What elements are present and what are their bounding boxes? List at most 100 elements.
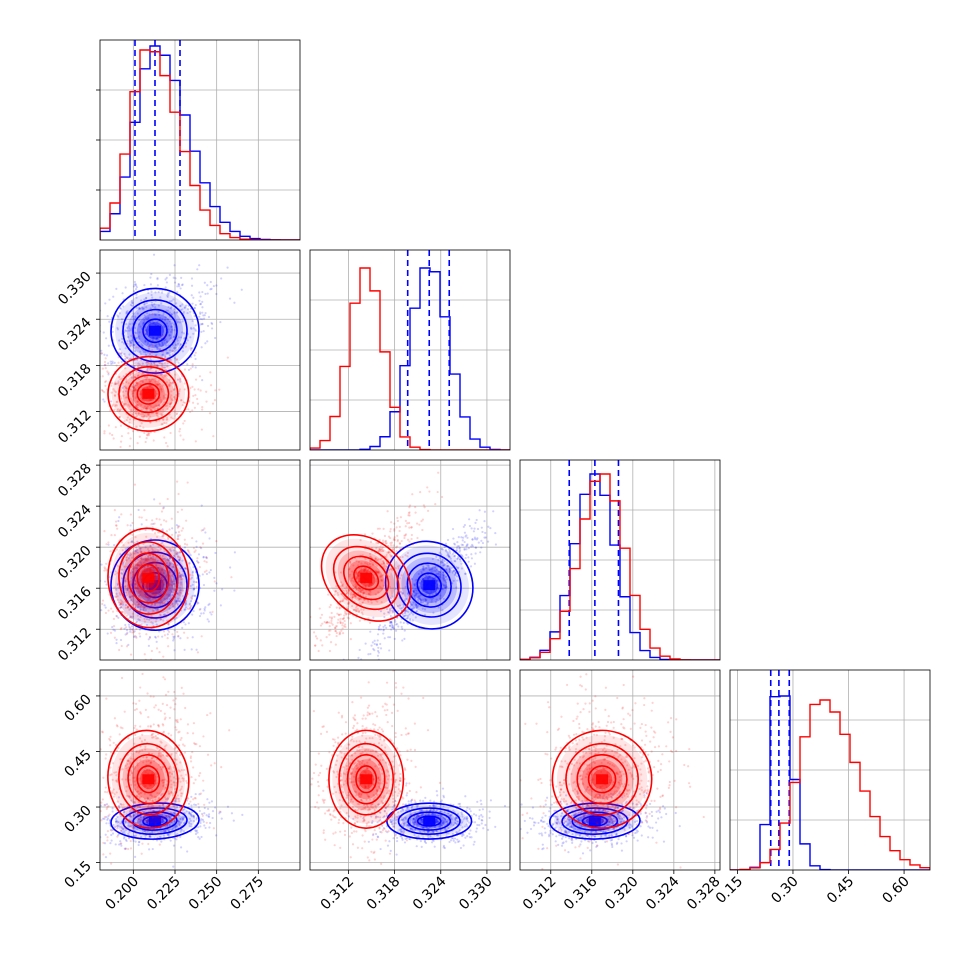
scatter-point [142,350,146,353]
scatter-point [382,562,385,566]
scatter-point [194,378,198,381]
scatter-point [364,595,367,598]
scatter-point [185,304,188,307]
scatter-point [153,394,157,398]
scatter-point [335,634,338,638]
scatter-point [93,563,95,565]
scatter-point [120,354,123,357]
scatter-point [147,347,151,350]
scatter-point [339,621,342,624]
scatter-point [394,587,397,590]
scatter-point [406,538,410,541]
scatter-point [139,792,142,795]
scatter-point [169,626,172,629]
scatter-point [357,564,360,567]
scatter-point [367,585,370,588]
scatter-point [145,617,149,621]
scatter-point [163,421,166,425]
scatter-point [141,733,144,736]
scatter-point [403,614,406,617]
scatter-point [394,623,398,626]
scatter-point [124,386,128,389]
scatter-point [185,543,189,546]
scatter-point [423,613,427,616]
scatter-point [438,556,442,560]
scatter-point [404,610,407,613]
scatter-point [398,541,401,545]
scatter-point [165,520,168,523]
scatter-point [152,387,155,390]
scatter-point [106,836,109,839]
scatter-point [149,544,152,548]
scatter-point [128,773,131,777]
scatter-point [161,601,164,604]
scatter-point [150,562,153,565]
scatter-point [422,589,425,593]
scatter-point [138,516,141,519]
scatter-point [437,572,441,575]
scatter-point [359,590,362,593]
scatter-point [116,382,119,385]
scatter-point [135,296,138,299]
scatter-point [129,513,132,516]
scatter-point [134,550,137,553]
scatter-point [191,363,194,366]
scatter-point [144,834,147,837]
scatter-point [74,574,76,576]
scatter-point [441,562,444,565]
scatter-point [154,380,157,383]
scatter-point [144,604,147,607]
scatter-point [157,531,160,534]
scatter-point [133,376,136,379]
scatter-point [136,406,139,409]
scatter-point [340,584,344,587]
scatter-point [205,390,208,393]
scatter-point [137,551,140,554]
scatter-point [398,564,401,567]
scatter-point [146,318,149,321]
scatter-panel-0-1 [99,249,301,451]
histogram-panel-3 [729,669,931,871]
scatter-point [144,317,148,320]
scatter-point [138,547,142,550]
scatter-point [105,753,108,756]
scatter-point [84,825,86,827]
scatter-point [438,597,442,600]
scatter-point [158,804,161,808]
scatter-point [314,635,318,638]
scatter-point [203,812,206,815]
scatter-point [183,648,186,651]
scatter-point [399,516,402,519]
scatter-point [404,525,407,528]
scatter-point [458,547,461,550]
scatter-point [457,566,460,569]
scatter-point [368,582,371,585]
scatter-point [165,340,169,343]
panel-border [309,249,511,451]
scatter-point [148,385,151,388]
scatter-point [417,605,420,608]
scatter-point [147,345,150,349]
scatter-point [385,626,388,629]
scatter-point [134,812,137,815]
scatter-points-1 [100,313,229,450]
scatter-point [399,547,402,551]
scatter-point [413,583,416,586]
scatter-point [114,596,118,599]
scatter-point [156,609,160,612]
scatter-point [343,625,346,628]
scatter-point [110,833,113,837]
scatter-point [338,606,341,609]
scatter-point [160,413,163,416]
scatter-point [113,826,116,829]
scatter-point [151,296,154,299]
scatter-point [134,288,138,291]
scatter-point [151,339,154,342]
scatter-point [400,607,403,610]
scatter-point [156,278,159,281]
scatter-point [134,724,137,727]
scatter-point [175,758,178,761]
scatter-point [160,373,164,376]
scatter-point [135,620,138,623]
scatter-point [154,370,157,373]
